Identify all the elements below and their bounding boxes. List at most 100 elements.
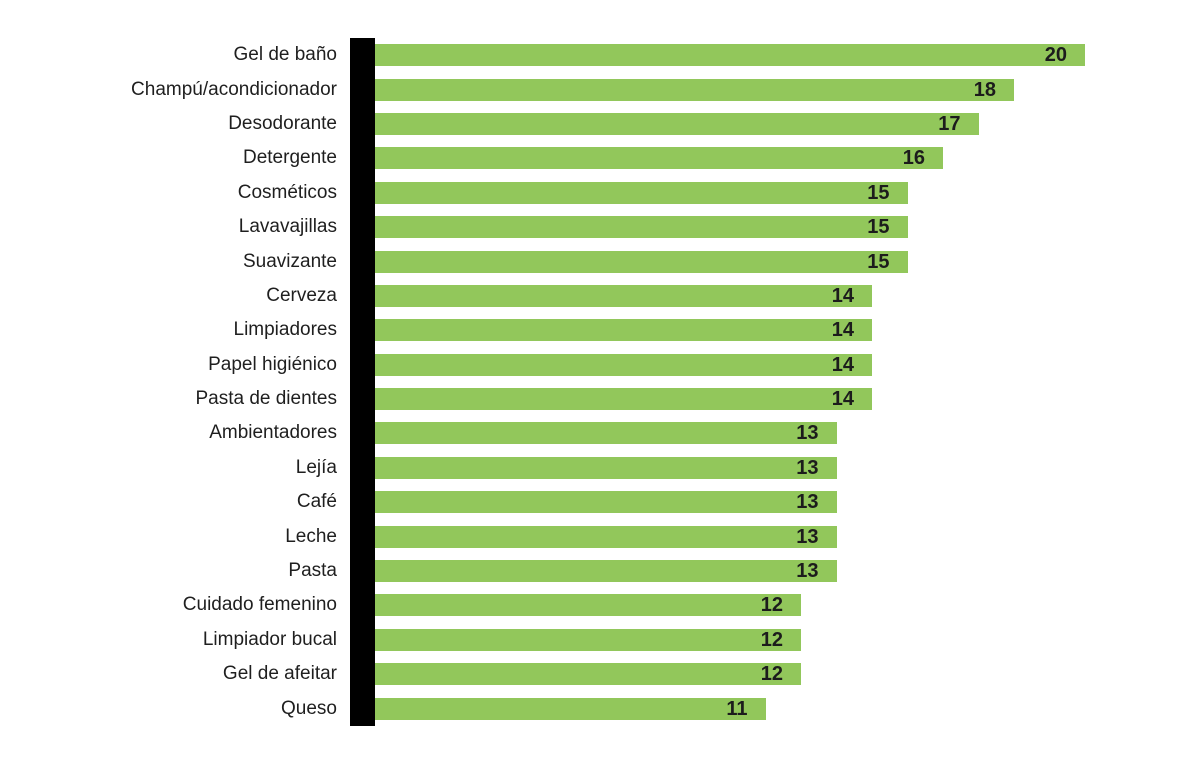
chart-row: Café 13 <box>0 485 1200 520</box>
bar-area: 13 <box>375 485 1200 519</box>
value-label: 13 <box>796 491 819 514</box>
y-axis-line <box>350 553 375 589</box>
value-label: 16 <box>902 147 925 170</box>
category-label: Gel de baño <box>233 44 337 66</box>
bar: 13 <box>375 560 837 583</box>
y-axis-line <box>350 381 375 417</box>
bar-area: 15 <box>375 176 1200 210</box>
bar: 14 <box>375 284 872 307</box>
bar-area: 13 <box>375 554 1200 588</box>
y-axis-line <box>350 416 375 451</box>
category-label: Lavavajillas <box>238 216 337 238</box>
category-label: Detergente <box>242 147 337 169</box>
value-label: 12 <box>760 594 783 617</box>
chart-row: Champú/acondicionador 18 <box>0 72 1200 107</box>
category-label: Gel de afeitar <box>222 663 337 685</box>
value-label: 13 <box>796 560 819 583</box>
y-axis-line <box>350 106 375 142</box>
category-label: Desodorante <box>228 112 337 134</box>
y-axis-line <box>350 278 375 314</box>
value-label: 15 <box>867 181 890 204</box>
value-label: 12 <box>760 663 783 686</box>
chart-row: Pasta 13 <box>0 553 1200 589</box>
bar-area: 20 <box>375 38 1200 72</box>
category-label: Pasta <box>288 560 337 582</box>
bar: 20 <box>375 44 1085 67</box>
chart-row: Queso 11 <box>0 691 1200 726</box>
y-axis-line <box>350 38 375 73</box>
bar: 12 <box>375 628 801 651</box>
bar: 15 <box>375 250 908 273</box>
chart-row: Limpiadores 14 <box>0 313 1200 348</box>
bar-area: 16 <box>375 141 1200 175</box>
category-label: Limpiadores <box>233 319 338 341</box>
category-label: Papel higiénico <box>208 353 337 375</box>
value-label: 11 <box>726 697 748 720</box>
category-label: Pasta de dientes <box>195 388 337 410</box>
y-axis-line <box>350 450 375 486</box>
bar: 14 <box>375 388 872 411</box>
bar-area: 12 <box>375 588 1200 622</box>
chart-row: Gel de afeitar 12 <box>0 657 1200 692</box>
category-label: Café <box>296 491 337 513</box>
bar: 11 <box>375 697 766 720</box>
bar-area: 13 <box>375 519 1200 553</box>
bar: 15 <box>375 181 908 204</box>
bar: 13 <box>375 456 837 479</box>
bar: 14 <box>375 353 872 376</box>
bar: 14 <box>375 319 872 342</box>
chart-row: Detergente 16 <box>0 141 1200 176</box>
bar-area: 14 <box>375 279 1200 313</box>
chart-row: Pasta de dientes 14 <box>0 381 1200 417</box>
bar-area: 11 <box>375 691 1200 725</box>
bar-area: 15 <box>375 244 1200 278</box>
bar: 12 <box>375 594 801 617</box>
horizontal-bar-chart: Gel de baño 20 Champú/acondicionador 18 Deso… <box>0 38 1200 726</box>
y-axis-line <box>350 313 375 348</box>
category-label: Cosméticos <box>237 181 337 203</box>
bar-area: 12 <box>375 657 1200 691</box>
value-label: 15 <box>867 216 890 239</box>
chart-row: Leche 13 <box>0 519 1200 554</box>
value-label: 18 <box>973 78 996 101</box>
value-label: 14 <box>831 284 854 307</box>
chart-row: Suavizante 15 <box>0 244 1200 279</box>
category-label: Limpiador bucal <box>202 628 337 650</box>
bar: 18 <box>375 78 1014 101</box>
value-label: 13 <box>796 525 819 548</box>
y-axis-line <box>350 72 375 107</box>
chart-row: Limpiador bucal 12 <box>0 622 1200 658</box>
y-axis-line <box>350 657 375 692</box>
bar-area: 13 <box>375 451 1200 485</box>
value-label: 14 <box>831 319 854 342</box>
chart-row: Lavavajillas 15 <box>0 209 1200 245</box>
bar: 12 <box>375 663 801 686</box>
y-axis-line <box>350 347 375 382</box>
chart-row: Cuidado femenino 12 <box>0 588 1200 623</box>
y-axis-line <box>350 244 375 279</box>
chart-row: Cosméticos 15 <box>0 175 1200 210</box>
y-axis-line <box>350 691 375 726</box>
category-label: Suavizante <box>242 250 337 272</box>
category-label: Ambientadores <box>209 422 337 444</box>
chart-row: Gel de baño 20 <box>0 38 1200 73</box>
y-axis-line <box>350 141 375 176</box>
bar-area: 18 <box>375 72 1200 106</box>
bar: 13 <box>375 491 837 514</box>
bar: 17 <box>375 112 979 135</box>
chart-row: Lejía 13 <box>0 450 1200 486</box>
y-axis-line <box>350 622 375 658</box>
chart-row: Desodorante 17 <box>0 106 1200 142</box>
y-axis-line <box>350 485 375 520</box>
value-label: 14 <box>831 388 854 411</box>
category-label: Leche <box>285 525 337 547</box>
chart-row: Cerveza 14 <box>0 278 1200 314</box>
value-label: 13 <box>796 422 819 445</box>
bar: 15 <box>375 216 908 239</box>
value-label: 15 <box>867 250 890 273</box>
bar: 16 <box>375 147 943 170</box>
chart-row: Papel higiénico 14 <box>0 347 1200 382</box>
bar-area: 14 <box>375 313 1200 347</box>
bar-area: 15 <box>375 210 1200 244</box>
value-label: 14 <box>831 353 854 376</box>
